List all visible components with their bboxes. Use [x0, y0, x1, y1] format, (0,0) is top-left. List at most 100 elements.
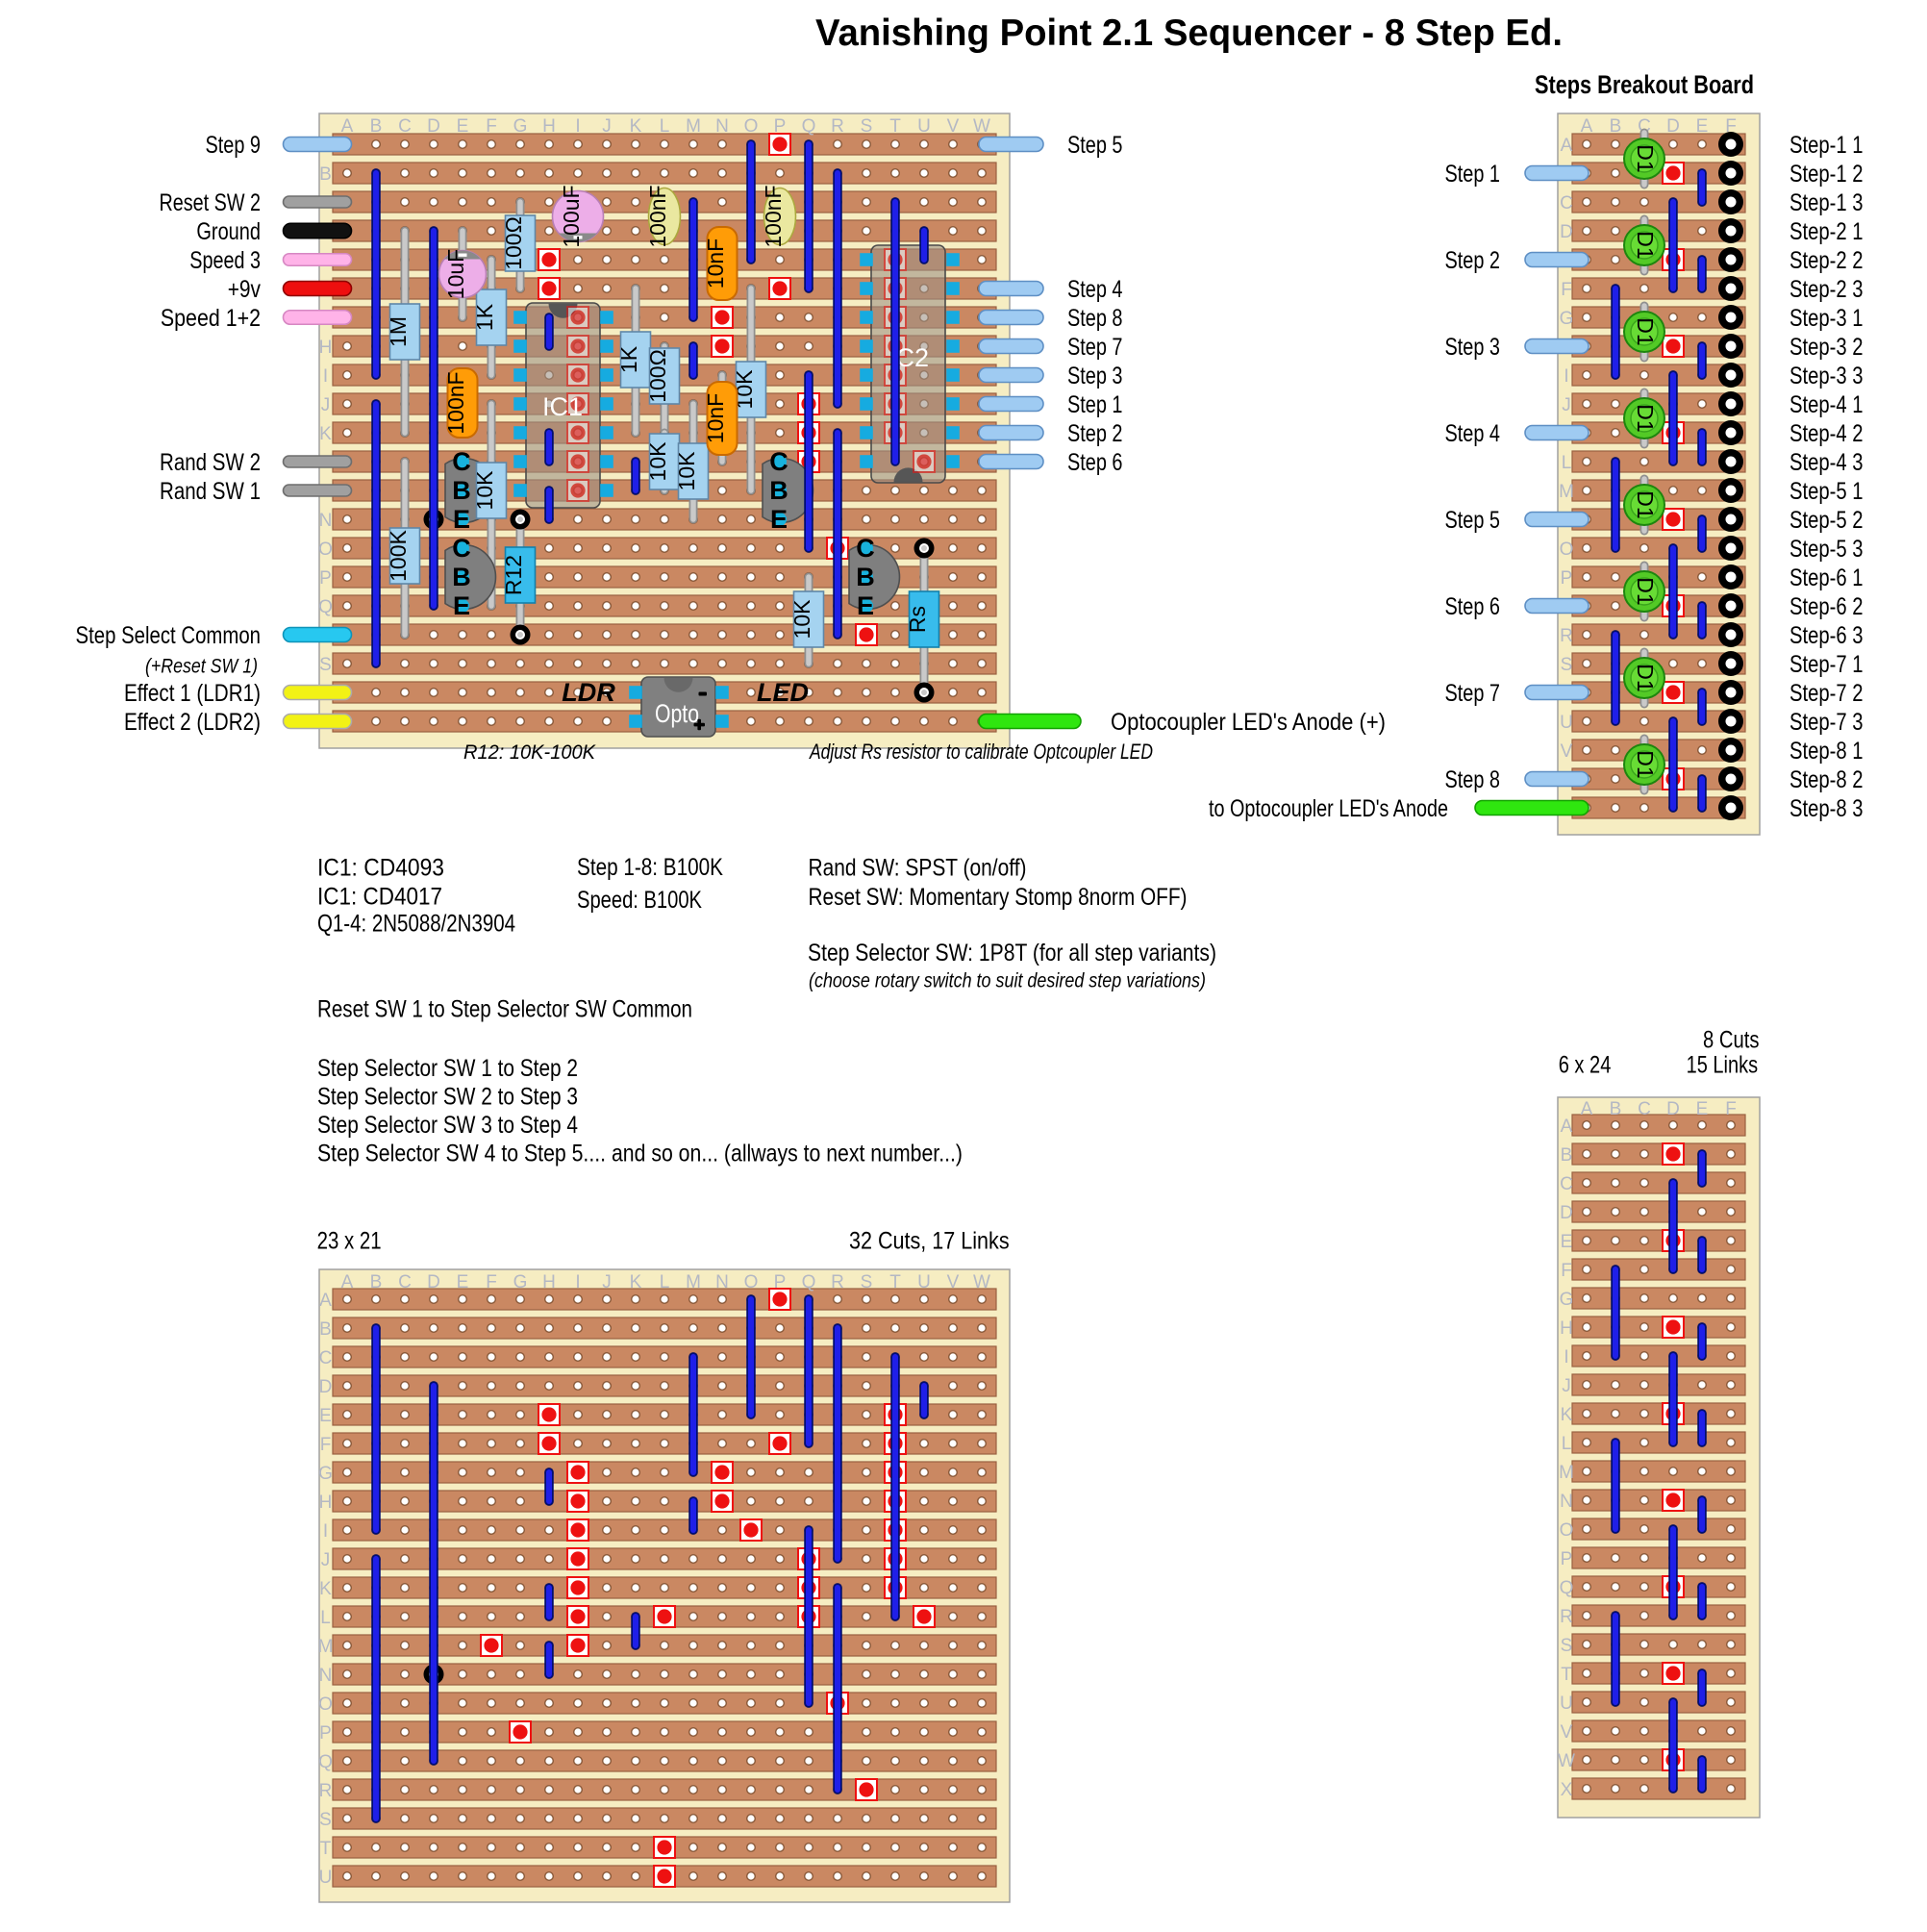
svg-text:6 x 24: 6 x 24	[1559, 1052, 1612, 1079]
svg-text:N: N	[319, 511, 333, 531]
svg-text:F: F	[1725, 1099, 1737, 1119]
svg-text:M: M	[686, 116, 701, 137]
svg-text:A: A	[1581, 116, 1593, 137]
svg-text:D: D	[1666, 116, 1680, 137]
svg-text:D: D	[427, 116, 440, 137]
svg-text:1K: 1K	[472, 303, 497, 331]
svg-text:W: W	[973, 116, 990, 137]
svg-text:Step-5 3: Step-5 3	[1789, 536, 1864, 563]
svg-text:Speed: B100K: Speed: B100K	[577, 887, 702, 914]
svg-text:R: R	[831, 116, 844, 137]
svg-text:A: A	[1561, 1117, 1573, 1137]
svg-text:G: G	[513, 116, 528, 137]
svg-text:F: F	[1725, 116, 1737, 137]
svg-text:Step-8 1: Step-8 1	[1789, 738, 1864, 765]
svg-text:Q: Q	[318, 1752, 333, 1772]
svg-text:Step 4: Step 4	[1445, 420, 1501, 447]
svg-text:10nF: 10nF	[703, 393, 728, 443]
svg-text:I: I	[323, 366, 328, 387]
svg-text:D1: D1	[1633, 750, 1658, 778]
svg-text:Step-7 2: Step-7 2	[1789, 680, 1864, 707]
svg-text:Step-1 2: Step-1 2	[1789, 161, 1864, 188]
svg-text:Vanishing Point 2.1 Sequencer: Vanishing Point 2.1 Sequencer - 8 Step E…	[815, 13, 1563, 54]
svg-text:Step Selector SW 3 to Step 4: Step Selector SW 3 to Step 4	[317, 1112, 578, 1139]
svg-text:100nF: 100nF	[443, 371, 468, 434]
svg-text:+9v: +9v	[228, 276, 262, 303]
svg-text:E: E	[457, 116, 469, 137]
svg-text:Step-1 1: Step-1 1	[1789, 132, 1864, 159]
svg-text:Opto: Opto	[655, 699, 699, 728]
svg-text:E: E	[1696, 1099, 1709, 1119]
svg-text:Step 1: Step 1	[1445, 161, 1501, 188]
svg-text:Step 3: Step 3	[1445, 334, 1501, 361]
svg-text:Step-6 2: Step-6 2	[1789, 593, 1864, 620]
svg-text:J: J	[602, 116, 612, 137]
svg-text:L: L	[660, 1272, 670, 1292]
svg-text:D1: D1	[1633, 317, 1658, 345]
svg-text:23 x 21: 23 x 21	[317, 1228, 382, 1255]
svg-text:K: K	[319, 1579, 332, 1599]
svg-text:100Ω: 100Ω	[645, 349, 670, 403]
svg-text:D1: D1	[1633, 664, 1658, 691]
svg-text:O: O	[744, 116, 759, 137]
svg-text:Rs: Rs	[905, 606, 930, 633]
svg-text:E: E	[1561, 1232, 1573, 1252]
svg-text:Step-4 3: Step-4 3	[1789, 449, 1864, 476]
svg-text:100uF: 100uF	[559, 185, 584, 247]
svg-text:T: T	[889, 1272, 901, 1292]
svg-text:Effect 2 (LDR2): Effect 2 (LDR2)	[124, 709, 261, 736]
svg-text:Step-7 1: Step-7 1	[1789, 651, 1864, 678]
svg-text:10K: 10K	[645, 441, 670, 482]
svg-text:Speed 3: Speed 3	[189, 247, 261, 274]
svg-text:LED: LED	[757, 678, 809, 707]
svg-text:32 Cuts, 17 Links: 32 Cuts, 17 Links	[849, 1228, 1010, 1255]
svg-text:W: W	[1558, 1751, 1575, 1771]
svg-text:I: I	[323, 1521, 328, 1542]
svg-text:IC1: IC1	[542, 392, 583, 421]
svg-text:100nF: 100nF	[761, 185, 786, 247]
svg-text:D1: D1	[1633, 144, 1658, 172]
svg-text:to Optocoupler LED's Anode: to Optocoupler LED's Anode	[1209, 795, 1448, 822]
svg-text:S: S	[1561, 655, 1573, 675]
svg-text:C: C	[452, 447, 471, 476]
svg-text:K: K	[319, 424, 332, 444]
svg-text:S: S	[319, 1810, 332, 1830]
svg-text:J: J	[1562, 1376, 1571, 1396]
svg-text:Rand SW 2: Rand SW 2	[160, 449, 261, 476]
svg-text:J: J	[321, 395, 331, 415]
svg-text:H: H	[542, 1272, 556, 1292]
svg-text:Step-5 2: Step-5 2	[1789, 507, 1864, 534]
svg-text:N: N	[715, 116, 729, 137]
svg-text:Step Selector SW 4 to Step 5..: Step Selector SW 4 to Step 5.... and so …	[317, 1141, 963, 1167]
svg-text:E: E	[770, 505, 788, 534]
svg-text:1K: 1K	[616, 345, 641, 373]
svg-text:S: S	[1561, 1636, 1573, 1656]
svg-text:B: B	[319, 1319, 332, 1340]
svg-text:Step-6 1: Step-6 1	[1789, 565, 1864, 591]
svg-text:Step 6: Step 6	[1067, 449, 1123, 476]
svg-text:Step-8 3: Step-8 3	[1789, 795, 1864, 822]
svg-text:P: P	[1561, 1549, 1573, 1569]
svg-text:Step 5: Step 5	[1067, 132, 1123, 159]
svg-text:C: C	[398, 1272, 412, 1292]
svg-text:T: T	[889, 116, 901, 137]
svg-text:Effect 1 (LDR1): Effect 1 (LDR1)	[124, 680, 261, 707]
svg-text:LDR: LDR	[562, 678, 615, 707]
svg-text:T: T	[1561, 1665, 1572, 1685]
svg-text:O: O	[1560, 539, 1574, 560]
svg-text:B: B	[856, 563, 875, 591]
svg-text:H: H	[1560, 1318, 1573, 1339]
svg-text:G: G	[318, 1464, 333, 1484]
svg-text:J: J	[321, 1550, 331, 1570]
svg-text:P: P	[774, 1272, 787, 1292]
svg-text:Step-2 1: Step-2 1	[1789, 218, 1864, 245]
svg-text:Ground: Ground	[196, 218, 261, 245]
svg-text:H: H	[319, 338, 333, 358]
svg-text:F: F	[1561, 1261, 1572, 1281]
svg-text:V: V	[947, 116, 960, 137]
svg-text:B: B	[370, 116, 383, 137]
svg-text:10uF: 10uF	[443, 249, 468, 299]
svg-text:L: L	[1562, 1434, 1572, 1454]
svg-text:Q: Q	[802, 1272, 816, 1292]
svg-text:J: J	[602, 1272, 612, 1292]
